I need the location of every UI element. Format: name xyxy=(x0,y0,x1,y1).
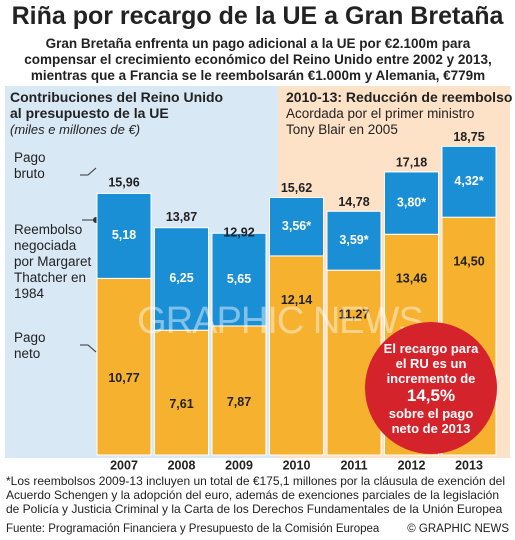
value-label: 3,80* xyxy=(397,195,426,209)
title: Riña por recargo de la UE a Gran Bretaña xyxy=(11,2,504,30)
value-label: 3,59* xyxy=(339,233,368,247)
value-label: 10,77 xyxy=(108,371,139,385)
value-label: 3,56* xyxy=(282,219,311,233)
value-label: 11,27 xyxy=(339,307,370,321)
unit-note: (miles e millones de €) xyxy=(10,122,141,137)
credit: © GRAPHIC NEWS xyxy=(407,523,509,535)
legend-rebate: Reembolso negociada por Margaret Thatche… xyxy=(14,222,92,301)
period-note: Acordada por el primer ministro Tony Bla… xyxy=(286,106,475,137)
legend-gross: Pago bruto xyxy=(14,150,46,181)
x-tick-label: 2012 xyxy=(398,458,426,472)
x-tick-label: 2013 xyxy=(455,458,483,472)
total-label: 17,18 xyxy=(396,156,427,170)
subtitle: Gran Bretaña enfrenta un pago adicional … xyxy=(24,36,492,83)
value-label: 6,25 xyxy=(169,271,193,285)
watermark: GRAPHIC NEWS xyxy=(137,300,424,342)
value-label: 4,32* xyxy=(454,174,483,188)
total-label: 15,96 xyxy=(108,176,139,190)
source: Fuente: Programación Financiera y Presup… xyxy=(6,523,380,535)
value-label: 12,14 xyxy=(281,293,312,307)
callout-after: sobre el pago neto de 2013 xyxy=(388,405,474,436)
bar-segment xyxy=(96,277,152,456)
bar-segment xyxy=(384,171,439,235)
callout-text: El recargo para el RU es un incremento d… xyxy=(383,340,479,386)
footnote: *Los reembolsos 2009-13 incluyen un tota… xyxy=(6,474,505,516)
bar-segment xyxy=(326,210,382,271)
bar-segment xyxy=(441,145,497,218)
x-tick-label: 2010 xyxy=(283,458,311,472)
x-tick-label: 2011 xyxy=(340,458,367,472)
value-label: 13,46 xyxy=(396,272,427,286)
value-label: 7,61 xyxy=(169,397,193,411)
value-label: 7,87 xyxy=(227,395,251,409)
legend-net: Pago neto xyxy=(14,330,46,361)
callout-percent: 14,5% xyxy=(406,385,456,405)
total-label: 18,75 xyxy=(453,130,484,144)
bar-segment xyxy=(154,227,209,331)
x-tick-label: 2007 xyxy=(110,458,138,472)
bar-segment xyxy=(269,255,324,456)
connector xyxy=(80,167,97,176)
bar-segment xyxy=(269,197,324,257)
total-label: 13,87 xyxy=(166,210,197,224)
x-tick-label: 2008 xyxy=(168,458,196,472)
bar-segment xyxy=(96,192,152,279)
bar-segment xyxy=(211,232,267,327)
total-label: 14,78 xyxy=(338,195,369,209)
bar-segment xyxy=(154,329,209,456)
x-tick-label: 2009 xyxy=(225,458,253,472)
value-label: 5,65 xyxy=(227,272,251,286)
period-title: 2010-13: Reducción de reembolso xyxy=(286,89,513,105)
panel-title: Contribuciones del Reino Unido al presup… xyxy=(10,89,224,121)
value-label: 5,18 xyxy=(112,228,136,242)
callout: El recargo para el RU es un incremento d… xyxy=(365,322,497,454)
total-label: 15,62 xyxy=(281,181,312,195)
value-label: 14,50 xyxy=(453,254,484,268)
connector xyxy=(80,344,97,353)
bar-segment xyxy=(211,325,267,456)
total-label: 12,92 xyxy=(223,225,254,239)
